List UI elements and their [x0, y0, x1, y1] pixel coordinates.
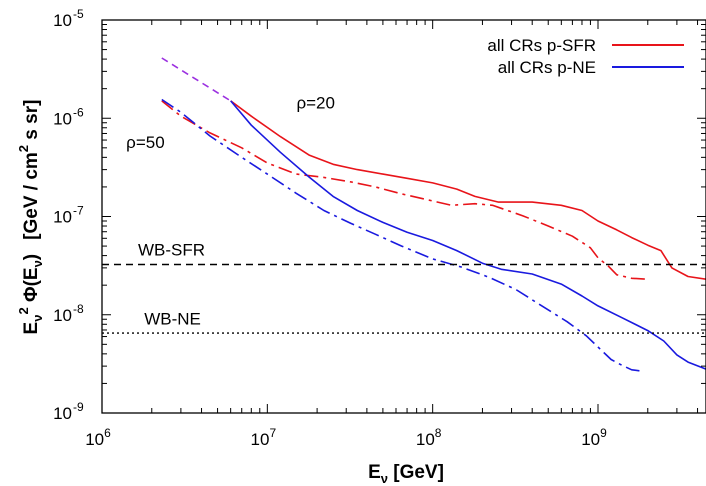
x-tick-label-9: 109 — [581, 426, 607, 449]
legend: all CRs p-SFR all CRs p-NE — [487, 36, 684, 77]
series-ne-rho20 — [230, 100, 706, 370]
y-tick-label--5: 10 — [53, 11, 72, 30]
y-axis-title: Eν2 Φ(Eν)[GeV / cm2 s sr] — [16, 100, 45, 335]
y-tick-exp--5: -5 — [73, 7, 84, 21]
legend-label-ne: all CRs p-NE — [498, 58, 596, 77]
y-tick-exp--9: -9 — [73, 400, 84, 414]
series-sfr-rho20 — [230, 100, 706, 280]
y-tick-label--7: 10 — [53, 208, 72, 227]
annotation-wb-sfr: WB-SFR — [138, 241, 205, 260]
x-tick-label-8: 108 — [416, 426, 442, 449]
x-axis-title: Eν [GeV] — [368, 462, 444, 486]
x-tick-label-6: 106 — [85, 426, 111, 449]
x-tick-label-7: 107 — [251, 426, 277, 449]
y-tick-label--9: 10 — [53, 404, 72, 423]
y-tick-exp--6: -6 — [73, 105, 84, 119]
y-tick-exp--8: -8 — [73, 302, 84, 316]
plot-frame — [101, 19, 706, 414]
annotation-rho50: ρ=50 — [126, 133, 165, 152]
legend-label-sfr: all CRs p-SFR — [487, 36, 596, 55]
y-tick-exp--7: -7 — [73, 204, 84, 218]
y-tick-label--8: 10 — [53, 306, 72, 325]
annotation-wb-ne: WB-NE — [144, 309, 201, 328]
series-extrapolation — [161, 57, 232, 102]
y-tick-label--6: 10 — [53, 109, 72, 128]
series-sfr-rho50 — [161, 100, 648, 280]
annotation-rho20: ρ=20 — [296, 94, 335, 113]
series-ne-rho50 — [161, 98, 645, 373]
